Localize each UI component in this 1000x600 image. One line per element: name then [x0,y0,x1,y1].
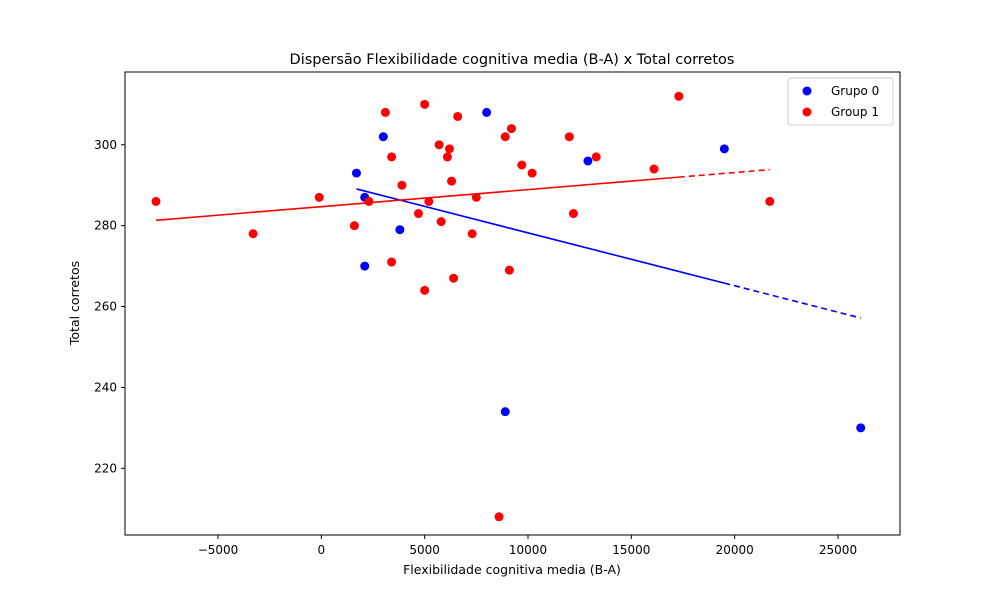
point-series-1-18 [449,273,459,283]
y-axis: 220 240 260 280 300 [94,138,125,475]
point-series-0-0 [351,168,361,178]
point-series-1-31 [649,164,659,174]
x-tick-label: 20000 [716,543,754,557]
legend-marker-series-1 [802,107,812,117]
point-series-1-15 [442,152,452,162]
point-series-1-9 [413,209,423,219]
point-series-1-21 [471,192,481,202]
chart-title: Dispersão Flexibilidade cognitiva media … [290,52,735,68]
legend-label-series-1: Group 1 [831,105,879,119]
point-series-1-6 [387,152,397,162]
x-axis: −5000 0 5000 10000 15000 20000 25000 [198,535,857,557]
x-tick-label: 0 [318,543,326,557]
point-series-1-32 [674,91,684,101]
point-series-1-23 [500,132,510,142]
point-series-1-11 [420,99,430,109]
y-tick-label: 220 [94,461,117,475]
point-series-1-16 [444,144,454,154]
x-tick-label: 15000 [612,543,650,557]
point-series-0-3 [378,132,388,142]
y-tick-label: 300 [94,138,117,152]
point-series-0-4 [395,225,405,235]
point-series-1-30 [591,152,601,162]
trend-line-extension-series-1 [678,168,770,178]
point-series-0-2 [360,261,370,271]
point-series-0-9 [856,423,866,433]
y-tick-label: 240 [94,380,117,394]
point-series-0-5 [482,107,492,117]
x-tick-label: 25000 [819,543,857,557]
point-series-1-19 [453,111,463,121]
plot-area [124,71,901,536]
point-series-1-27 [527,168,537,178]
point-series-0-8 [719,144,729,154]
point-series-0-6 [500,407,510,417]
legend: Grupo 0 Group 1 [787,77,894,126]
legend-label-series-0: Grupo 0 [831,84,879,98]
point-series-1-33 [765,196,775,206]
point-series-0-7 [583,156,593,166]
x-tick-label: 5000 [409,543,440,557]
point-series-1-17 [447,176,457,186]
point-series-1-8 [397,180,407,190]
y-tick-label: 280 [94,219,117,233]
point-series-1-5 [380,107,390,117]
point-series-1-3 [349,221,359,231]
plot-frame [124,71,901,536]
point-series-1-29 [568,209,578,219]
x-axis-label: Flexibilidade cognitiva media (B-A) [403,562,621,577]
point-series-1-13 [434,140,444,150]
point-series-1-2 [314,192,324,202]
point-series-1-26 [517,160,527,170]
point-series-1-10 [420,285,430,295]
point-series-1-24 [504,265,514,275]
legend-box [787,77,894,126]
trend-line-series-0 [356,188,725,284]
point-series-1-28 [564,132,574,142]
legend-marker-series-0 [802,86,812,96]
x-tick-label: 10000 [509,543,547,557]
trend-line-extension-series-0 [724,282,861,319]
y-tick-label: 260 [94,300,117,314]
y-axis-label: Total corretos [67,261,82,346]
point-series-1-4 [364,196,374,206]
trend-line-series-1 [155,176,679,222]
x-tick-label: −5000 [198,543,239,557]
point-series-1-25 [506,124,516,134]
point-series-1-0 [151,196,161,206]
point-series-1-12 [424,196,434,206]
point-series-1-20 [467,229,477,239]
point-series-1-14 [436,217,446,227]
point-series-1-22 [494,512,504,522]
point-series-1-7 [387,257,397,267]
point-series-1-1 [248,229,258,239]
